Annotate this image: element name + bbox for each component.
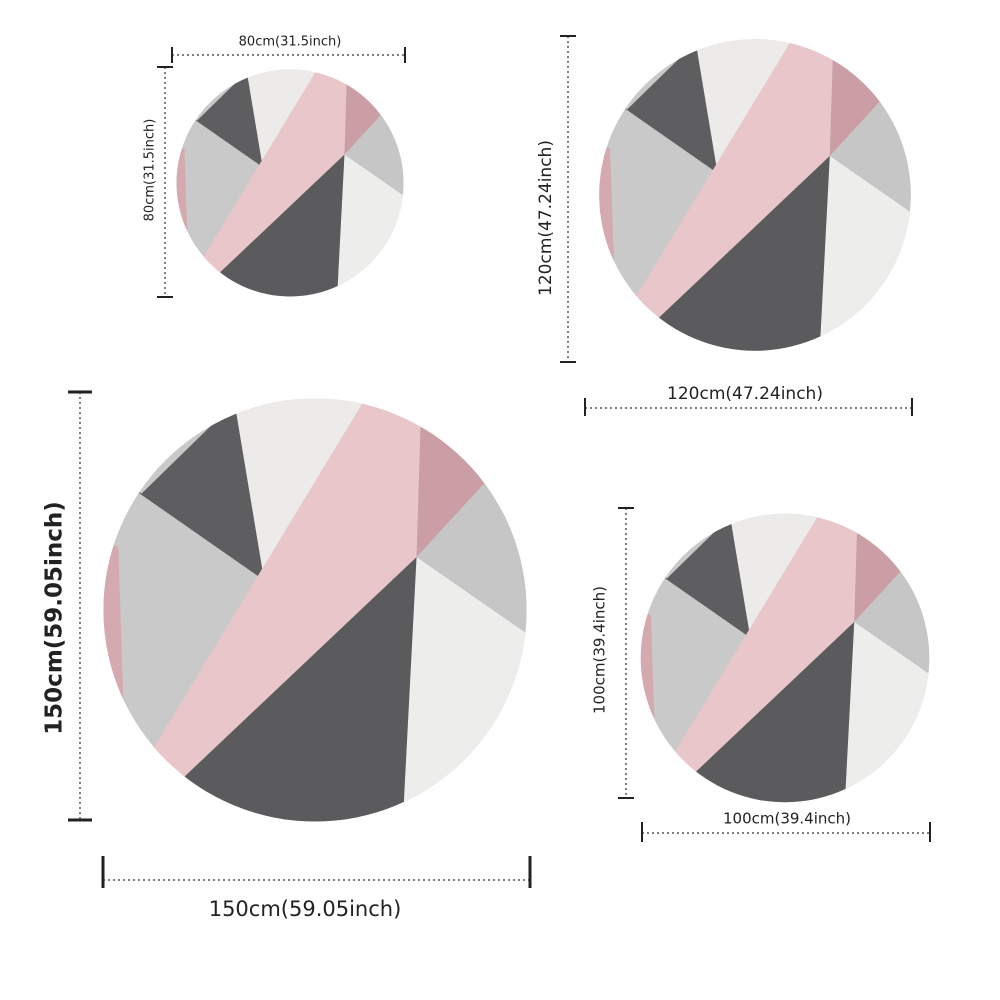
dimension: 100cm(39.4inch) 100cm(39.4inch): [591, 507, 931, 842]
width-label: 150cm(59.05inch): [209, 897, 402, 921]
height-label: 150cm(59.05inch): [42, 501, 68, 735]
dimension: 150cm(59.05inch) 150cm(59.05inch): [42, 390, 532, 921]
rug-150: [82, 377, 547, 842]
height-label: 80cm(31.5inch): [143, 119, 158, 222]
rug-100: [626, 499, 943, 816]
height-label: 120cm(47.24inch): [536, 140, 556, 296]
rug-80: [165, 58, 415, 308]
width-label: 80cm(31.5inch): [239, 35, 342, 50]
width-label: 100cm(39.4inch): [723, 810, 851, 828]
height-label: 100cm(39.4inch): [591, 586, 609, 714]
width-label: 120cm(47.24inch): [667, 384, 823, 404]
rug-120: [584, 24, 927, 367]
dimension: 80cm(31.5inch) 80cm(31.5inch): [143, 35, 406, 298]
dimension: 120cm(47.24inch) 120cm(47.24inch): [536, 35, 913, 416]
